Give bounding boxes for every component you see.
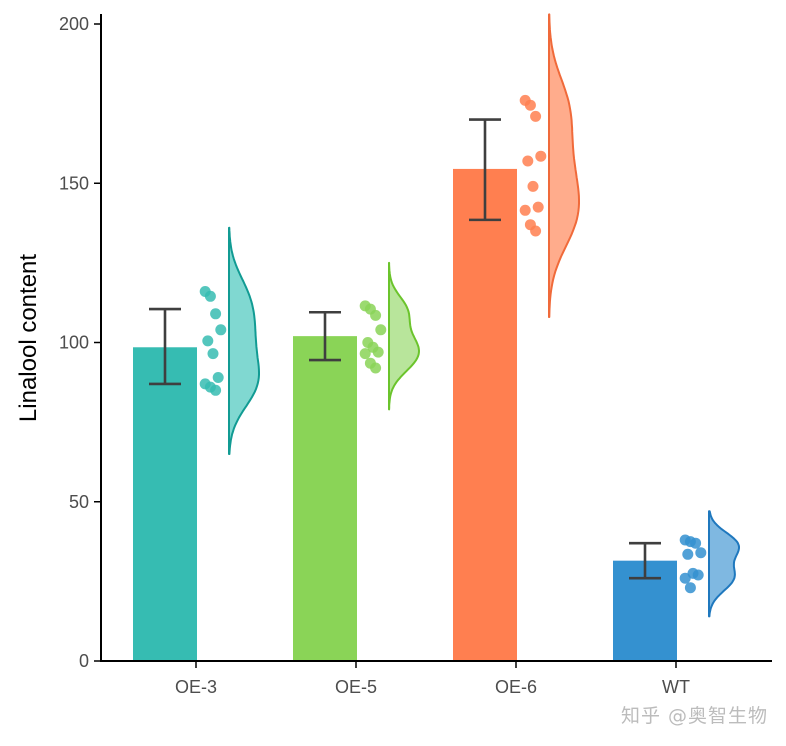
point-oe-3: [207, 348, 219, 360]
y-tick-label: 50: [69, 492, 89, 512]
point-oe-3: [215, 324, 227, 336]
point-oe-6: [535, 150, 547, 162]
point-oe-6: [532, 201, 544, 213]
point-oe-6: [530, 225, 542, 237]
violin-oe-5: [388, 261, 420, 411]
point-oe-6: [519, 204, 531, 216]
bars: [133, 168, 677, 662]
point-oe-6: [527, 180, 539, 192]
x-tick-label: OE-3: [175, 677, 217, 697]
error-bars: [149, 118, 661, 580]
x-tick-label: WT: [662, 677, 690, 697]
watermark: 知乎 @奥智生物: [620, 705, 768, 727]
bar-oe-3: [133, 347, 197, 661]
point-wt: [684, 582, 696, 594]
y-tick-label: 0: [79, 651, 89, 671]
point-oe-6: [524, 99, 536, 111]
point-oe-5: [372, 346, 384, 358]
violin-oe-3: [228, 226, 260, 455]
x-ticks: OE-3 OE-5 OE-6 WT: [175, 661, 690, 697]
point-wt: [690, 537, 702, 549]
x-tick-label: OE-5: [335, 677, 377, 697]
point-oe-3: [210, 384, 222, 396]
data-points: [199, 94, 707, 594]
point-oe-5: [370, 362, 382, 374]
point-wt: [682, 548, 694, 560]
violin-wt: [708, 510, 740, 618]
y-tick-label: 150: [59, 173, 89, 193]
bar-oe-6: [453, 168, 517, 662]
axes: [100, 14, 772, 662]
point-wt: [679, 572, 691, 584]
point-oe-3: [210, 308, 222, 320]
point-oe-6: [522, 155, 534, 167]
point-wt: [692, 569, 704, 581]
point-oe-6: [530, 110, 542, 122]
bar-oe-5: [293, 336, 357, 661]
point-oe-5: [370, 309, 382, 321]
point-oe-5: [375, 324, 387, 336]
y-tick-label: 200: [59, 14, 89, 34]
point-oe-3: [204, 290, 216, 302]
point-oe-3: [202, 335, 214, 347]
y-axis-title: Linalool content: [15, 254, 42, 422]
y-tick-label: 100: [59, 333, 89, 353]
point-oe-5: [359, 348, 371, 360]
violin-oe-6: [548, 13, 580, 319]
point-oe-3: [212, 372, 224, 383]
density-violins: [228, 13, 740, 618]
point-wt: [695, 547, 707, 559]
y-ticks: 0 50 100 150 200: [59, 14, 101, 671]
x-tick-label: OE-6: [495, 677, 537, 697]
